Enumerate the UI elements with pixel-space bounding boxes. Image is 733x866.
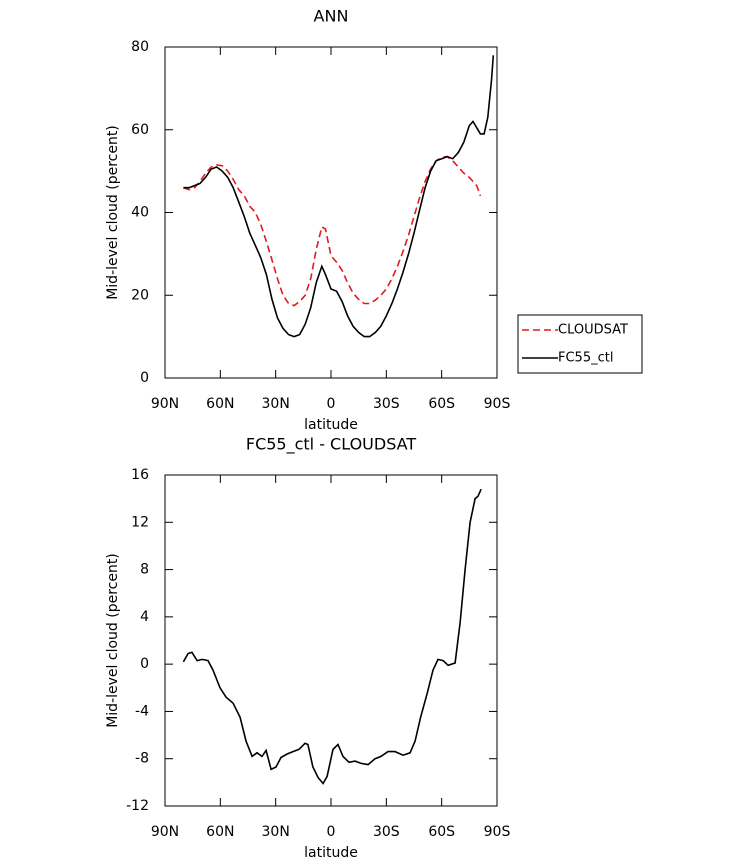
x-tick-label: 90S <box>484 396 511 412</box>
x-tick-label: 60N <box>206 396 234 412</box>
x-axis-label: latitude <box>304 845 358 861</box>
x-tick-label: 30S <box>373 396 400 412</box>
chart-title: ANN <box>314 7 349 26</box>
y-tick-label: 4 <box>140 609 149 625</box>
y-tick-label: 40 <box>131 205 149 221</box>
plot-frame <box>164 46 498 379</box>
y-tick-label: 80 <box>131 39 149 55</box>
series-line <box>182 488 482 785</box>
y-axis-label: Mid-level cloud (percent) <box>105 553 121 728</box>
y-tick-label: 60 <box>131 122 149 138</box>
x-tick-label: 30S <box>373 824 400 840</box>
y-tick-label: 8 <box>140 562 149 578</box>
y-tick-label: 16 <box>131 467 149 483</box>
x-tick-label: 90N <box>151 396 179 412</box>
x-tick-label: 0 <box>327 824 336 840</box>
x-tick-label: 90S <box>484 824 511 840</box>
x-tick-label: 30N <box>262 396 290 412</box>
y-tick-label: -12 <box>126 798 149 814</box>
x-tick-label: 60S <box>428 824 455 840</box>
x-tick-label: 30N <box>262 824 290 840</box>
y-tick-label: 20 <box>131 287 149 303</box>
x-axis-label: latitude <box>304 417 358 433</box>
y-tick-label: 0 <box>140 370 149 386</box>
x-tick-label: 60N <box>206 824 234 840</box>
x-tick-label: 90N <box>151 824 179 840</box>
y-axis-label: Mid-level cloud (percent) <box>105 125 121 300</box>
legend-label: FC55_ctl <box>558 351 613 366</box>
series-line <box>183 55 495 338</box>
x-tick-label: 0 <box>327 396 336 412</box>
y-tick-label: 0 <box>140 656 149 672</box>
y-tick-label: 12 <box>131 514 149 530</box>
y-tick-label: -4 <box>135 703 149 719</box>
x-tick-label: 60S <box>428 396 455 412</box>
legend-label: CLOUDSAT <box>558 323 628 338</box>
y-tick-label: -8 <box>135 751 149 767</box>
chart-title: FC55_ctl - CLOUDSAT <box>246 435 416 455</box>
legend-box <box>517 314 643 374</box>
